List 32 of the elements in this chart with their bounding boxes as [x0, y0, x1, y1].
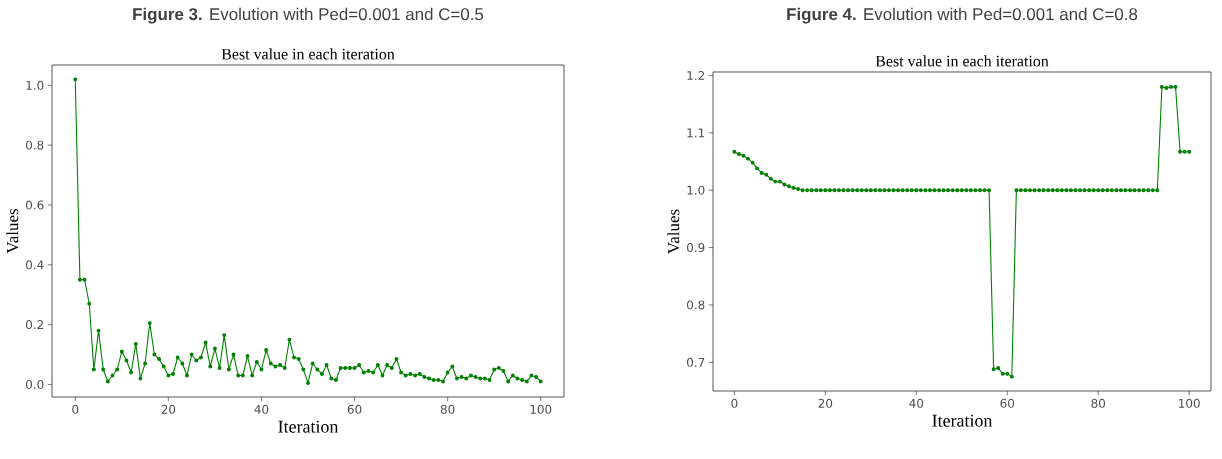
x-tick-label: 40: [909, 398, 924, 408]
x-axis-title: Iteration: [278, 420, 339, 433]
y-tick-label: 1.1: [687, 128, 705, 138]
y-tick-label: 1.0: [687, 185, 705, 195]
x-tick-label: 0: [731, 398, 738, 408]
y-tick-label: 0.9: [687, 243, 705, 253]
x-tick-label: 20: [161, 404, 176, 414]
chart-title: Best value in each iteration: [875, 55, 1049, 67]
y-tick-label: 1.0: [26, 80, 44, 90]
y-tick-label: 0.6: [26, 200, 44, 210]
x-tick-label: 100: [1179, 398, 1200, 408]
x-tick-label: 20: [818, 398, 833, 408]
x-tick-label: 60: [347, 404, 362, 414]
y-axis-title: Values: [6, 209, 19, 254]
x-tick-label: 60: [1000, 398, 1015, 408]
x-tick-label: 80: [440, 404, 455, 414]
y-tick-label: 0.7: [687, 357, 705, 367]
y-tick-label: 0.2: [26, 320, 44, 330]
x-tick-label: 80: [1091, 398, 1106, 408]
y-axis-title: Values: [667, 209, 680, 254]
y-tick-label: 1.2: [687, 71, 705, 80]
text: Figure 4. Evolution with Ped=0.001 and C=0.8: [787, 7, 1138, 24]
y-tick-label: 0.0: [26, 379, 44, 389]
y-tick-label: 0.8: [687, 300, 705, 310]
x-axis-title: Iteration: [932, 414, 993, 427]
text: Figure 3. Evolution with Ped=0.001 and C=0.5: [133, 7, 484, 24]
x-tick-label: 40: [254, 404, 269, 414]
x-tick-label: 100: [530, 404, 552, 414]
chart-title: Best value in each iteration: [221, 48, 395, 60]
y-tick-label: 0.4: [26, 260, 44, 270]
x-tick-label: 0: [72, 404, 79, 414]
y-tick-label: 0.8: [26, 140, 44, 150]
